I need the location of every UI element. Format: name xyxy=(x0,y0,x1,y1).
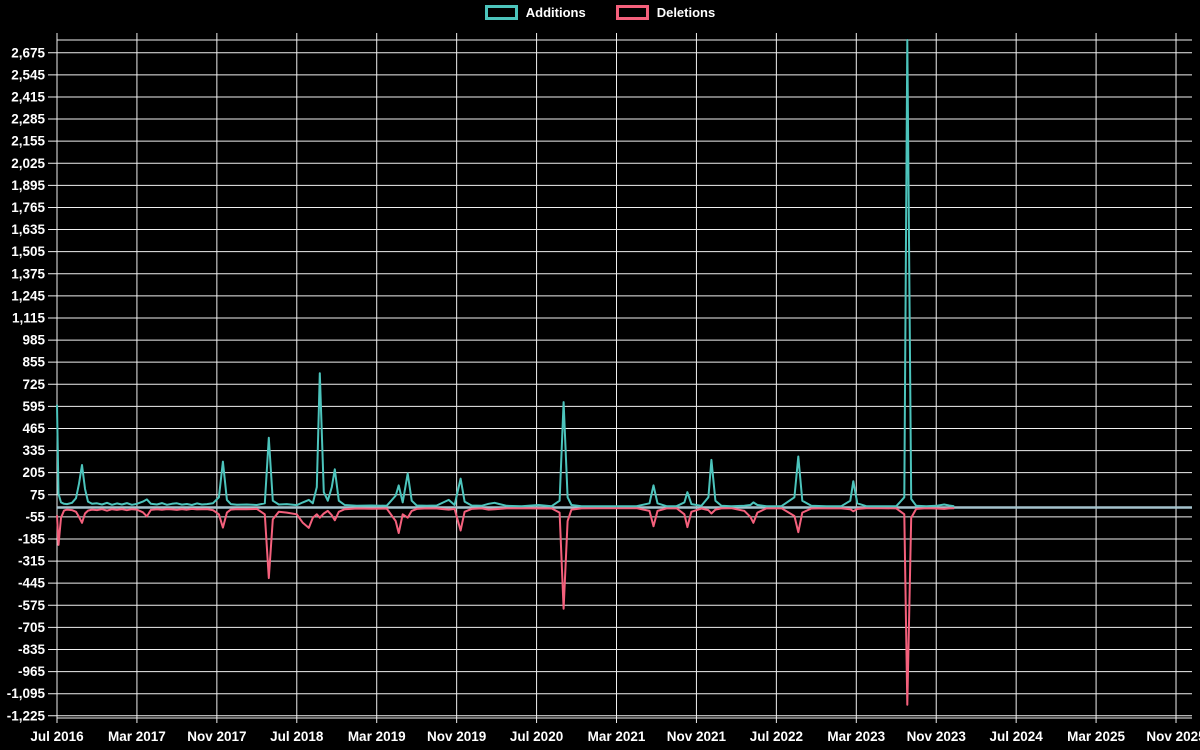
y-tick-label: 2,415 xyxy=(11,89,45,104)
additions-line xyxy=(56,39,955,508)
x-tick-label: Jul 2018 xyxy=(270,729,324,744)
y-tick-label: -315 xyxy=(18,554,46,569)
y-tick-label: 985 xyxy=(22,333,45,348)
legend-item-additions[interactable]: Additions xyxy=(484,5,586,20)
y-tick-label: 2,545 xyxy=(11,67,45,82)
x-tick-label: Nov 2021 xyxy=(667,729,727,744)
y-tick-label: -1,095 xyxy=(7,686,46,701)
y-tick-label: 2,155 xyxy=(11,134,45,149)
y-tick-label: -185 xyxy=(18,531,46,546)
y-tick-label: -835 xyxy=(18,642,46,657)
deletions-line xyxy=(56,507,955,706)
x-tick-label: Mar 2023 xyxy=(827,729,885,744)
legend-item-deletions[interactable]: Deletions xyxy=(615,5,716,20)
x-tick-label: Nov 2023 xyxy=(907,729,967,744)
y-tick-label: 2,675 xyxy=(11,45,45,60)
y-tick-label: 725 xyxy=(22,377,45,392)
y-tick-label: 75 xyxy=(30,487,46,502)
y-tick-label: 1,115 xyxy=(12,310,46,325)
y-tick-label: 595 xyxy=(22,399,45,414)
y-tick-label: 1,895 xyxy=(11,178,45,193)
y-tick-label: -1,225 xyxy=(7,708,46,723)
x-tick-label: Mar 2021 xyxy=(588,729,646,744)
additions-legend-label: Additions xyxy=(525,5,586,20)
x-tick-label: Jul 2020 xyxy=(510,729,563,744)
x-tick-label: Jul 2022 xyxy=(750,729,803,744)
y-tick-label: 855 xyxy=(22,355,45,370)
x-tick-label: Mar 2019 xyxy=(348,729,406,744)
y-tick-label: 335 xyxy=(22,443,45,458)
y-tick-label: -445 xyxy=(18,576,46,591)
y-tick-label: -705 xyxy=(18,620,46,635)
y-tick-label: 1,765 xyxy=(11,200,45,215)
x-tick-label: Nov 2019 xyxy=(427,729,486,744)
y-tick-label: 1,505 xyxy=(11,244,45,259)
x-tick-label: Mar 2017 xyxy=(108,729,166,744)
y-tick-label: 465 xyxy=(22,421,45,436)
y-tick-label: 205 xyxy=(22,465,45,480)
y-tick-label: -55 xyxy=(25,509,45,524)
x-tick-label: Jul 2016 xyxy=(30,729,84,744)
x-tick-label: Jul 2024 xyxy=(990,729,1044,744)
x-tick-label: Mar 2025 xyxy=(1067,729,1125,744)
y-tick-label: 1,375 xyxy=(11,266,45,281)
y-tick-label: -575 xyxy=(18,598,46,613)
deletions-legend-label: Deletions xyxy=(656,5,716,20)
additions-legend-swatch xyxy=(484,5,518,20)
deletions-legend-swatch xyxy=(615,5,649,20)
y-tick-label: 2,285 xyxy=(11,112,45,127)
x-tick-label: Nov 2017 xyxy=(187,729,246,744)
y-tick-label: 1,245 xyxy=(11,288,45,303)
y-tick-label: 1,635 xyxy=(11,222,45,237)
x-tick-label: Nov 2025 xyxy=(1146,729,1200,744)
y-tick-label: -965 xyxy=(18,664,46,679)
y-tick-label: 2,025 xyxy=(11,156,45,171)
chart-legend: Additions Deletions xyxy=(0,5,1200,20)
